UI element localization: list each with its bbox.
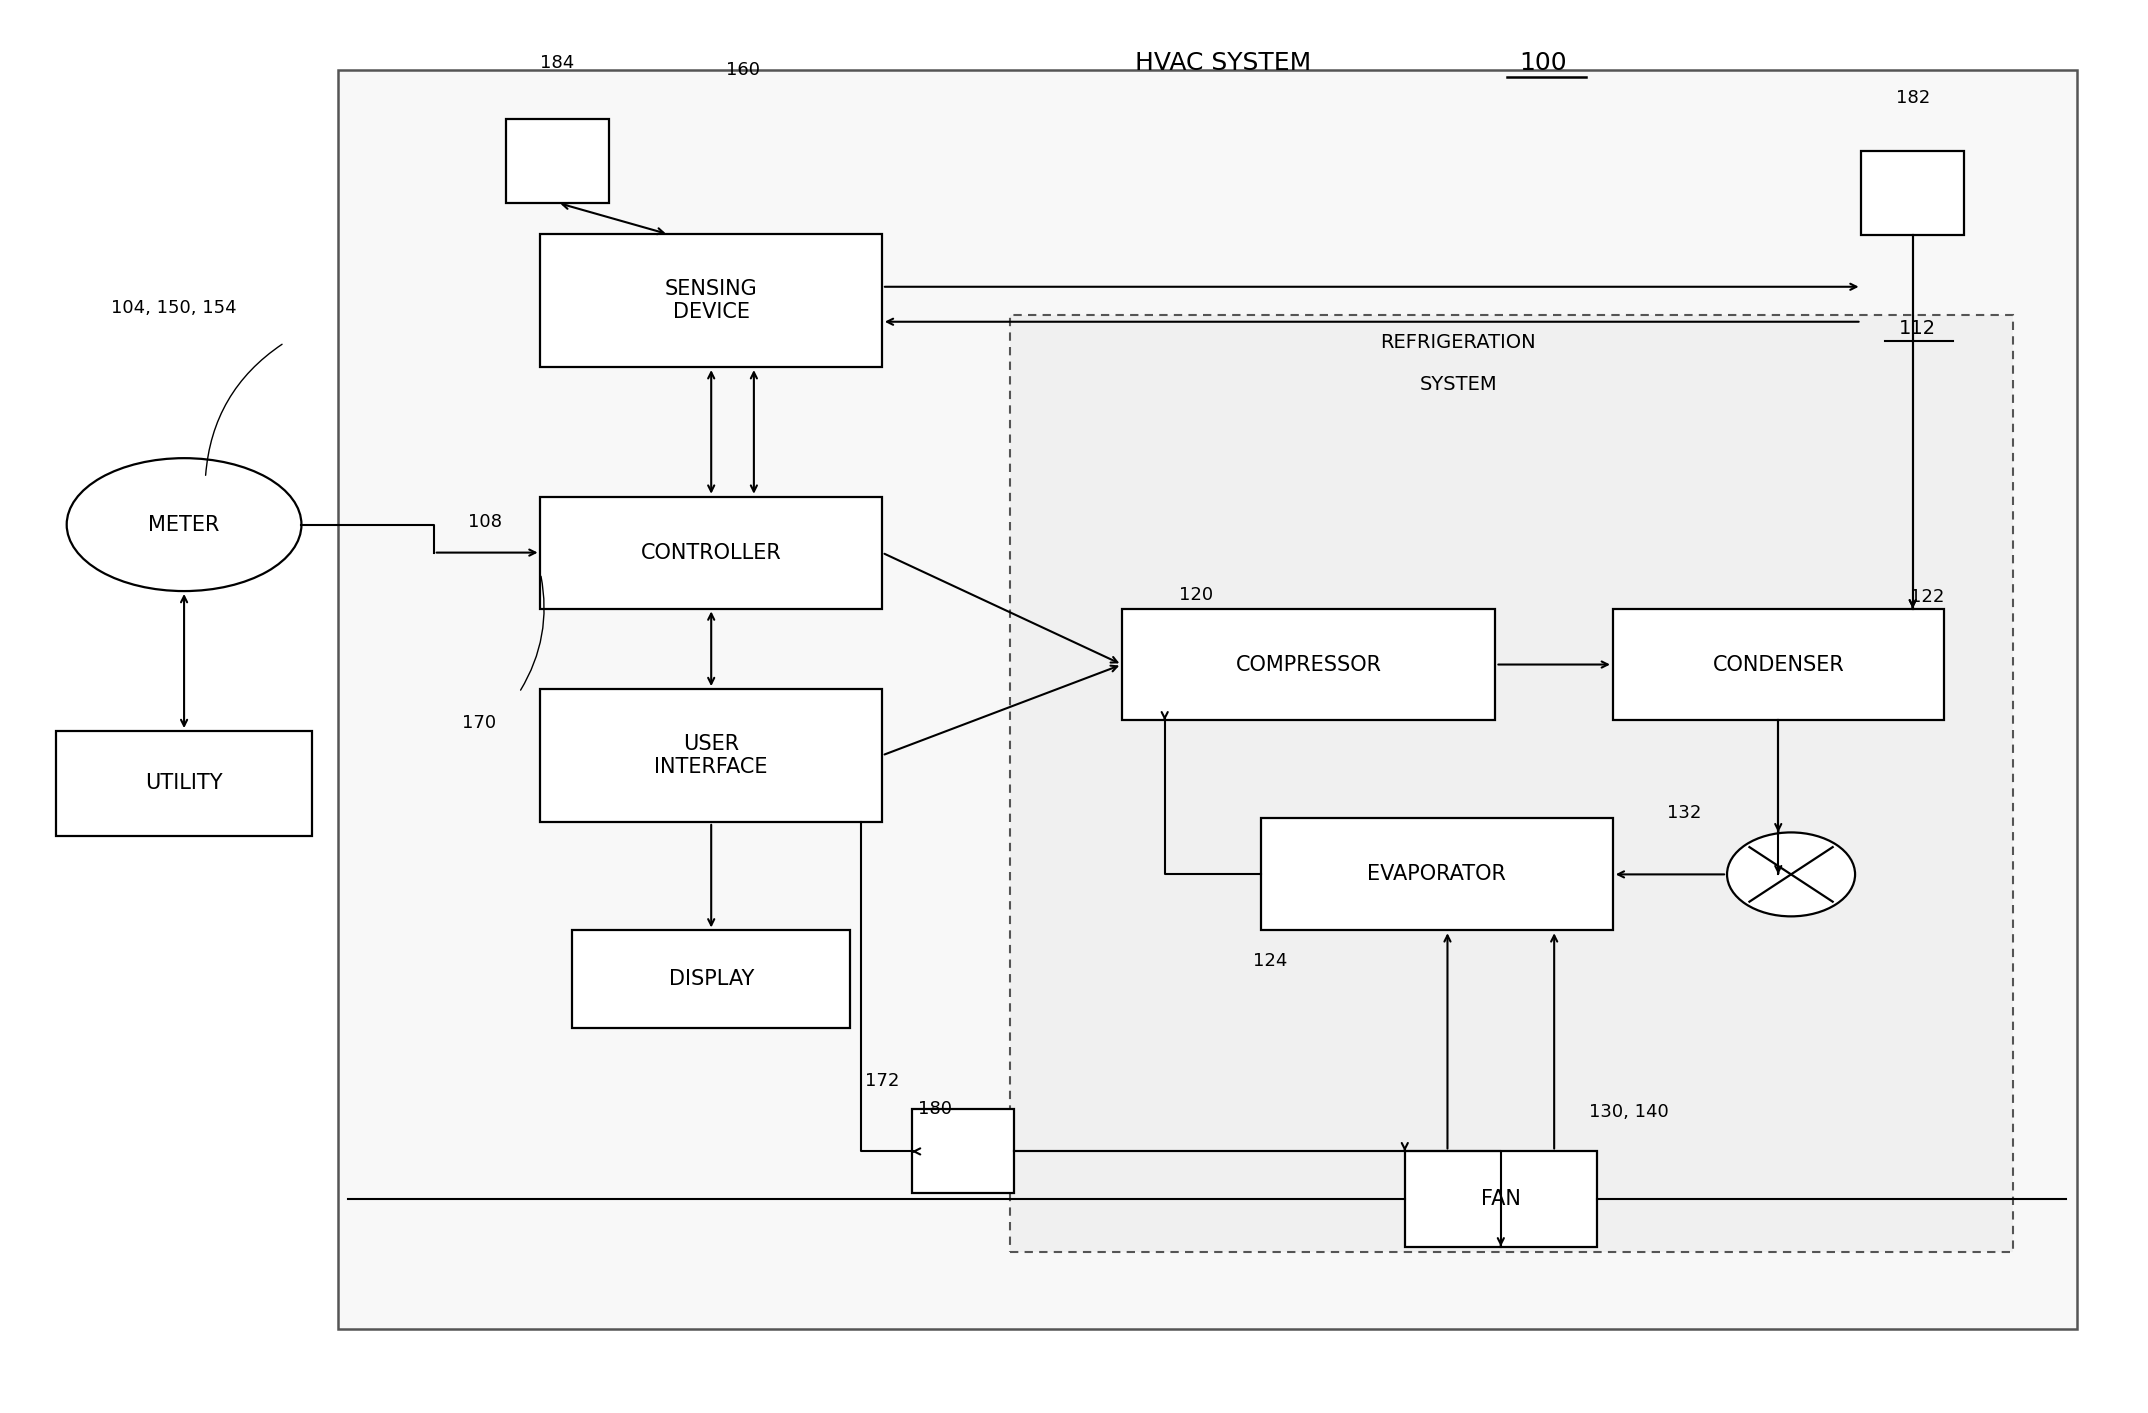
- FancyBboxPatch shape: [1405, 1152, 1596, 1246]
- FancyBboxPatch shape: [1613, 609, 1944, 721]
- FancyBboxPatch shape: [911, 1109, 1014, 1194]
- Text: SYSTEM: SYSTEM: [1420, 376, 1497, 394]
- Text: CONDENSER: CONDENSER: [1712, 654, 1845, 674]
- Text: 100: 100: [1519, 51, 1568, 75]
- Text: SENSING
DEVICE: SENSING DEVICE: [666, 280, 758, 322]
- Text: METER: METER: [148, 514, 219, 534]
- Text: 160: 160: [726, 61, 760, 79]
- Text: 170: 170: [462, 715, 496, 732]
- Text: 108: 108: [468, 513, 503, 531]
- Text: UTILITY: UTILITY: [146, 773, 223, 794]
- FancyBboxPatch shape: [574, 930, 851, 1029]
- FancyBboxPatch shape: [541, 690, 883, 822]
- Circle shape: [1727, 832, 1856, 917]
- Text: 130, 140: 130, 140: [1590, 1104, 1669, 1122]
- Text: REFRIGERATION: REFRIGERATION: [1381, 333, 1536, 352]
- FancyBboxPatch shape: [1261, 818, 1613, 930]
- Text: 122: 122: [1910, 588, 1944, 606]
- Text: 180: 180: [919, 1101, 952, 1119]
- Text: 132: 132: [1667, 804, 1701, 822]
- Text: USER
INTERFACE: USER INTERFACE: [655, 733, 769, 777]
- Text: 172: 172: [866, 1072, 900, 1091]
- FancyBboxPatch shape: [541, 496, 883, 609]
- Text: COMPRESSOR: COMPRESSOR: [1235, 654, 1381, 674]
- FancyBboxPatch shape: [1862, 151, 1963, 235]
- FancyBboxPatch shape: [337, 69, 2077, 1330]
- Text: 112: 112: [1899, 319, 1935, 338]
- Text: 182: 182: [1895, 89, 1929, 107]
- FancyBboxPatch shape: [1010, 315, 2013, 1252]
- FancyBboxPatch shape: [56, 731, 311, 836]
- Ellipse shape: [67, 458, 301, 591]
- Text: 104, 150, 154: 104, 150, 154: [110, 298, 236, 317]
- Text: EVAPORATOR: EVAPORATOR: [1368, 865, 1506, 885]
- Text: 184: 184: [541, 54, 576, 72]
- Text: 124: 124: [1252, 952, 1287, 971]
- FancyBboxPatch shape: [1121, 609, 1495, 721]
- Text: FAN: FAN: [1480, 1188, 1521, 1210]
- Text: 120: 120: [1179, 585, 1214, 603]
- FancyBboxPatch shape: [541, 235, 883, 367]
- Text: CONTROLLER: CONTROLLER: [640, 543, 782, 562]
- Text: DISPLAY: DISPLAY: [668, 969, 754, 989]
- Text: HVAC SYSTEM: HVAC SYSTEM: [1136, 51, 1312, 75]
- FancyBboxPatch shape: [507, 119, 608, 203]
